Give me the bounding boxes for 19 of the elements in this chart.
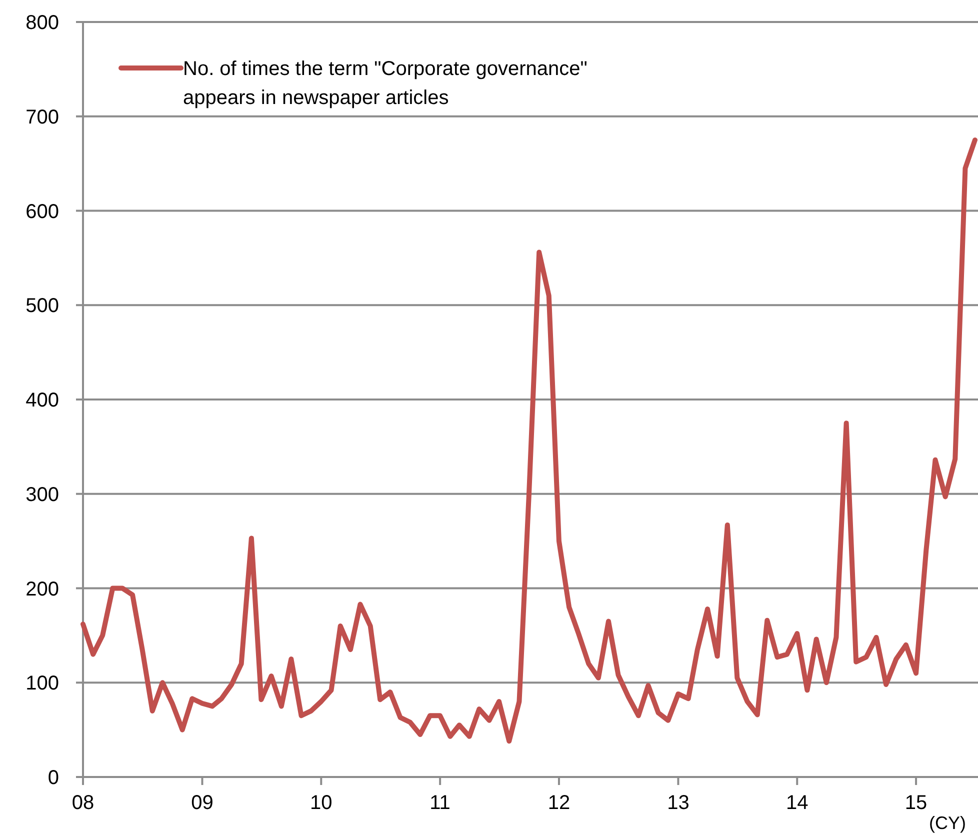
y-tick-label: 100 [26, 672, 59, 695]
x-tick-label: 09 [191, 792, 214, 814]
y-tick-label: 200 [26, 578, 59, 600]
x-tick-label: 15 [904, 792, 928, 814]
x-tick-label: 12 [548, 792, 570, 814]
x-tick-label: 10 [310, 792, 332, 814]
x-tick-label: 11 [430, 792, 450, 814]
x-tick-label: 13 [667, 792, 690, 814]
legend-label: No. of times the term "Corporate governance" appears in newspaper articles [183, 58, 588, 109]
x-tick-label: 08 [72, 792, 94, 814]
y-tick-label: 400 [26, 390, 59, 412]
y-tick-label: 500 [26, 295, 59, 318]
y-tick-label: 700 [26, 106, 59, 128]
text: (CY) [929, 813, 966, 833]
y-tick-label: 0 [48, 767, 59, 789]
y-tick-label: 600 [26, 200, 59, 223]
y-tick-label: 800 [26, 12, 59, 34]
y-tick-label: 300 [26, 484, 59, 506]
x-tick-label: 14 [786, 792, 808, 814]
